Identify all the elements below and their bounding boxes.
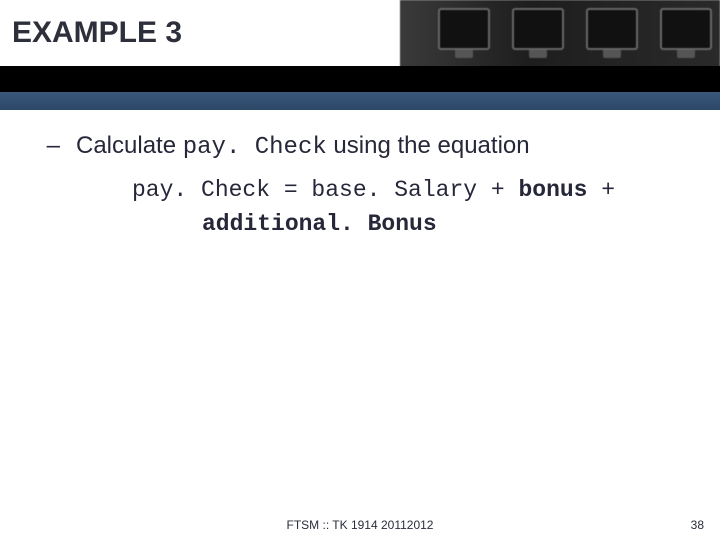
monitor-row [438, 8, 712, 50]
monitor-icon [660, 8, 712, 50]
footer-center-text: FTSM :: TK 1914 20112012 [287, 518, 434, 532]
monitor-icon [512, 8, 564, 50]
equation-line-2: additional. Bonus [132, 208, 696, 241]
bullet-suffix: using the equation [327, 132, 530, 159]
equation-line-1: pay. Check = base. Salary + bonus + [132, 174, 696, 207]
monitor-icon [586, 8, 638, 50]
slide-title: EXAMPLE 3 [12, 16, 182, 50]
bar-blue [0, 92, 720, 110]
page-number: 38 [691, 518, 704, 532]
header-bars [0, 66, 720, 110]
bar-dark [0, 66, 720, 92]
bullet-row: – Calculate pay. Check using the equatio… [24, 130, 696, 164]
eq-part-c: + [587, 177, 615, 203]
slide-body: – Calculate pay. Check using the equatio… [0, 130, 720, 241]
bullet-prefix: Calculate [76, 132, 183, 159]
bullet-dash: – [24, 130, 60, 161]
equation-block: pay. Check = base. Salary + bonus + addi… [24, 174, 696, 241]
slide-header: EXAMPLE 3 [0, 0, 720, 110]
monitor-icon [438, 8, 490, 50]
bullet-code: pay. Check [183, 134, 327, 161]
eq-bonus: bonus [518, 177, 587, 203]
eq-part-a: pay. Check = base. Salary + [132, 177, 518, 203]
bullet-text: Calculate pay. Check using the equation [76, 130, 530, 164]
